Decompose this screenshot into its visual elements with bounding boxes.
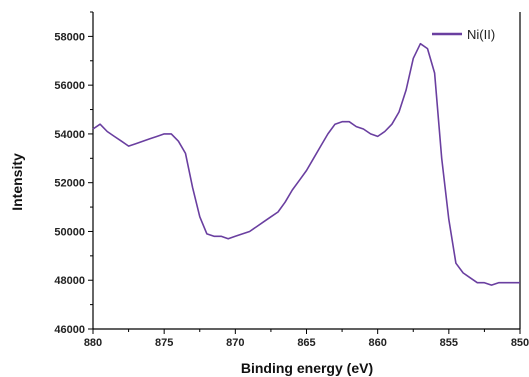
y-tick-label-54000: 54000: [54, 129, 85, 141]
y-tick-label-52000: 52000: [54, 178, 85, 190]
x-tick-label-850: 850: [511, 337, 529, 349]
legend: Ni(II): [432, 27, 495, 42]
plot-area: [92, 42, 520, 286]
x-tick-label-875: 875: [155, 337, 173, 349]
x-tick-label-870: 870: [226, 337, 244, 349]
x-tick-label-860: 860: [368, 337, 386, 349]
y-tick-label-50000: 50000: [54, 226, 85, 238]
legend-label-ni-ii: Ni(II): [467, 27, 495, 42]
series-line-0: [92, 42, 520, 286]
y-tick-label-48000: 48000: [54, 275, 85, 287]
y-tick-label-46000: 46000: [54, 324, 85, 336]
y-tick-label-56000: 56000: [54, 80, 85, 92]
x-tick-label-855: 855: [440, 337, 458, 349]
x-axis-title: Binding energy (eV): [241, 360, 373, 376]
x-tick-label-880: 880: [84, 337, 102, 349]
y-axis-title: Intensity: [9, 153, 25, 211]
y-tick-label-58000: 58000: [54, 31, 85, 43]
axes: 880 875 870 865 860 855 850 46000 48000 50000 5200…: [54, 11, 529, 349]
x-tick-label-865: 865: [297, 337, 315, 349]
